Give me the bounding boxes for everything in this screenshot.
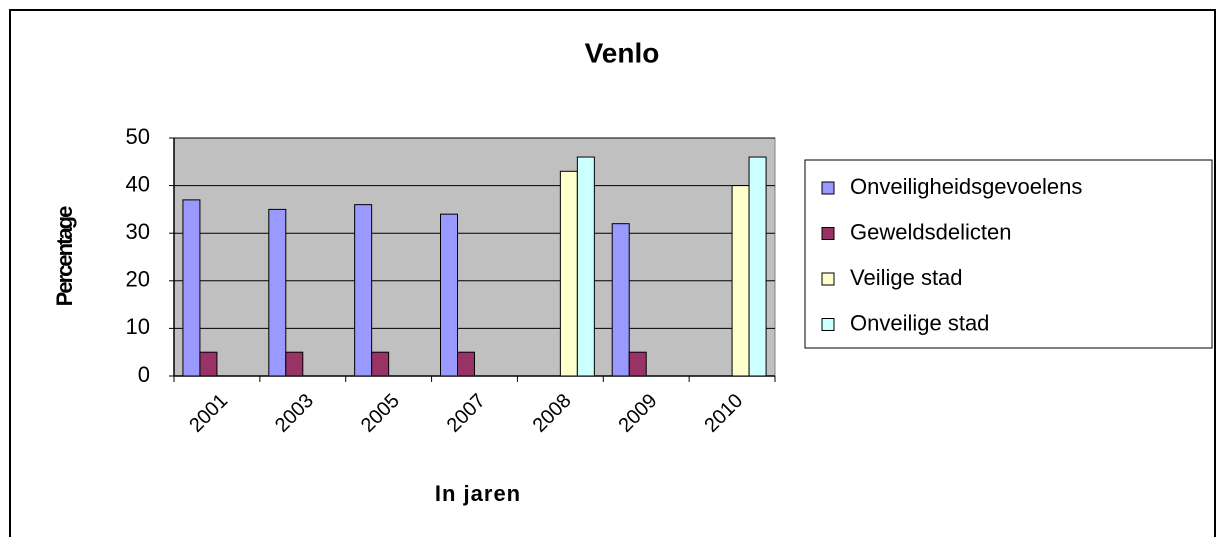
y-tick-label: 20 [126,267,150,292]
x-tick-label: 2010 [700,390,747,437]
bar [371,351,390,377]
bar [199,351,218,377]
legend-swatch [821,318,835,331]
x-tick-label: 2005 [357,390,404,437]
bar [440,213,458,377]
legend-label: Onveiligheidsgevoelens [850,174,1082,199]
bar [285,351,304,377]
legend-swatch [821,181,835,195]
legend-label: Geweldsdelicten [850,219,1011,244]
chart-title: Venlo [585,37,660,68]
bar [559,170,578,377]
bar [182,199,201,377]
bar [628,351,647,377]
bar [268,208,287,377]
y-tick-label: 30 [126,219,150,244]
y-axis-label: Percentage [52,206,77,306]
x-tick-label: 2001 [185,390,232,437]
legend-swatch [821,272,835,286]
bar [576,156,595,377]
x-tick-label: 2003 [271,390,318,437]
y-tick-label: 0 [138,362,150,387]
legend [804,159,1213,349]
x-tick-label: 2008 [529,390,576,437]
x-axis-label: In jaren [435,481,521,506]
bar [731,185,750,377]
x-tick-label: 2007 [443,390,490,437]
bar [354,204,373,377]
plot-area [173,137,776,377]
legend-label: Veilige stad [850,265,963,290]
bar [748,156,767,377]
chart-border [9,9,1216,537]
y-tick-label: 10 [126,314,150,339]
x-tick-label: 2009 [614,390,661,437]
bar [457,351,475,377]
y-tick-label: 50 [126,124,150,149]
legend-swatch [821,227,835,240]
legend-label: Onveilige stad [850,310,989,335]
y-tick-label: 40 [126,171,150,196]
bar [611,223,630,377]
